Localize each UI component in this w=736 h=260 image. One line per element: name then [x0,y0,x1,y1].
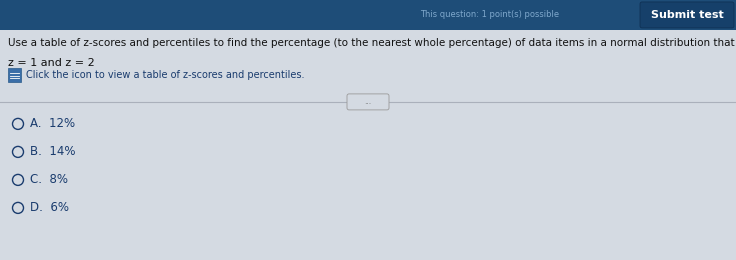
Bar [0,0,736,30]
Text: D.  6%: D. 6% [30,202,69,214]
Text: z = 1 and z = 2: z = 1 and z = 2 [8,58,95,68]
Text: This question: 1 point(s) possible: This question: 1 point(s) possible [420,10,559,20]
Text: Use a table of z-scores and percentiles to find the percentage (to the nearest w: Use a table of z-scores and percentiles … [8,38,736,48]
FancyBboxPatch shape [8,68,21,82]
FancyBboxPatch shape [640,2,734,28]
Text: C.  8%: C. 8% [30,173,68,186]
Bar [0,30,736,260]
FancyBboxPatch shape [347,94,389,110]
Text: ...: ... [364,98,372,106]
Text: Click the icon to view a table of z-scores and percentiles.: Click the icon to view a table of z-scor… [26,70,305,80]
Text: B.  14%: B. 14% [30,145,76,158]
Text: A.  12%: A. 12% [30,118,75,131]
Text: Submit test: Submit test [651,10,723,20]
